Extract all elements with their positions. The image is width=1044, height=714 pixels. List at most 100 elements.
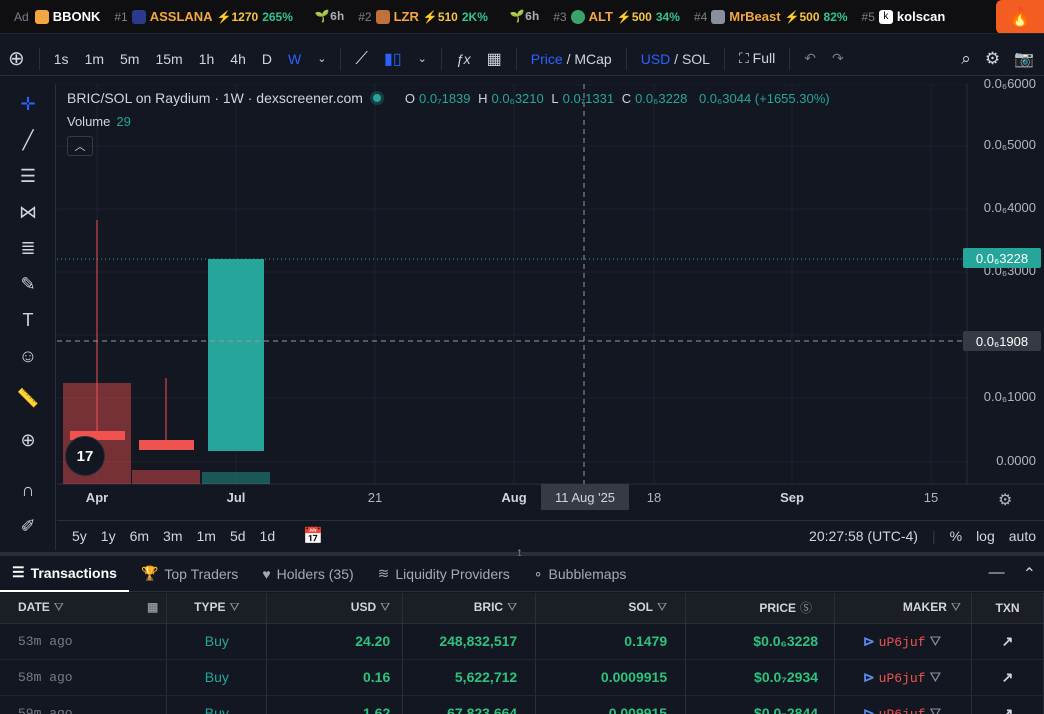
quick-search-icon[interactable]: ⌕ — [961, 48, 971, 68]
tab-bubblemaps[interactable]: ∘ Bubblemaps — [522, 556, 639, 592]
fire-icon[interactable]: 🔥 — [996, 0, 1044, 33]
date-header[interactable]: DATE ⛛ ▦ — [0, 593, 168, 624]
tab-liquidity-providers[interactable]: ≋ Liquidity Providers — [366, 556, 522, 592]
ad-token[interactable]: BBONK — [34, 9, 100, 24]
maker-address[interactable]: uP6juf — [878, 634, 926, 650]
gear-icon[interactable]: ⚙ — [984, 48, 1001, 68]
interval-1h[interactable]: 1h — [198, 50, 215, 67]
horizontal-lines-icon[interactable]: ☰ — [19, 165, 37, 186]
collapse-legend-button[interactable]: ︿ — [67, 136, 93, 156]
interval-1s[interactable]: 1s — [53, 50, 69, 67]
price-cell: $0.0₇2934 — [685, 659, 836, 696]
trendline-icon[interactable]: ╱ — [22, 129, 34, 150]
bric-header[interactable]: BRIC ⛛ — [402, 593, 537, 624]
percent-toggle[interactable]: % — [949, 527, 963, 544]
fib-icon[interactable]: ≣ — [20, 237, 36, 258]
x-axis[interactable]: Apr Jul 21 Aug 18 Sep 15 11 Aug '25 — [57, 484, 967, 516]
fullscreen-button[interactable]: ⛶ Full — [738, 50, 776, 66]
external-link-icon[interactable]: ↗ — [971, 659, 1044, 696]
table-row[interactable]: 59m ago Buy 1.62 67,823,664 0.009915 $0.… — [0, 695, 1044, 714]
table-row[interactable]: 58m ago Buy 0.16 5,622,712 0.0009915 $0.… — [0, 659, 1044, 696]
maker-address[interactable]: uP6juf — [878, 670, 926, 686]
external-link-icon[interactable]: ↗ — [971, 695, 1044, 714]
layout-grid-icon[interactable]: ▦ — [486, 50, 502, 68]
crosshair-icon[interactable]: ✛ — [20, 93, 36, 114]
price-chart[interactable]: BRIC/SOL on Raydium · 1W · dexscreener.c… — [57, 76, 1044, 516]
interval-d[interactable]: D — [261, 50, 272, 67]
external-link-icon[interactable]: ↗ — [971, 623, 1044, 660]
ticker-item[interactable]: #2 LZR ⚡510 2K% 🌱6h — [358, 9, 539, 24]
range-1y[interactable]: 1y — [100, 527, 116, 544]
chevron-down-icon[interactable]: ⌄ — [317, 53, 327, 65]
auto-toggle[interactable]: auto — [1008, 527, 1036, 544]
undo-icon[interactable]: ↶ — [804, 50, 816, 66]
tradingview-logo[interactable]: 17 — [65, 436, 105, 476]
boost: ⚡510 — [422, 9, 458, 24]
tab-label: Liquidity Providers — [395, 565, 510, 582]
clock-time[interactable]: 20:27:58 (UTC-4) — [809, 527, 918, 544]
type-header[interactable]: TYPE ⛛ — [166, 593, 268, 624]
tab-transactions[interactable]: ☰ Transactions — [0, 556, 129, 592]
price-mcap-toggle[interactable]: Price / MCap — [530, 50, 612, 67]
rank: #4 — [693, 9, 708, 24]
calendar-icon[interactable]: 📅 — [303, 527, 324, 545]
ticker-item[interactable]: #1 ASSLANA ⚡1270 265% 🌱6h — [114, 9, 344, 24]
filter-icon[interactable]: ⛛ — [929, 668, 942, 685]
filter-icon[interactable]: ⛛ — [929, 704, 942, 714]
ticker-item[interactable]: #3 ALT ⚡500 34% — [553, 9, 680, 24]
maker-header[interactable]: MAKER ⛛ — [834, 593, 972, 624]
smiley-icon[interactable]: ☺ — [18, 345, 38, 366]
text-icon[interactable]: T — [22, 309, 34, 330]
log-toggle[interactable]: log — [976, 527, 995, 544]
y-tick: 0.0₆6000 — [983, 76, 1036, 91]
range-3m[interactable]: 3m — [163, 527, 183, 544]
brush-icon[interactable]: ✎ — [20, 273, 36, 294]
add-symbol-icon[interactable]: ⊕ — [8, 48, 25, 70]
maker-cell[interactable]: ⊳ uP6juf ⛛ — [834, 695, 972, 714]
volume-bar — [202, 472, 270, 484]
line-chart-icon[interactable]: ⟋ — [355, 48, 369, 68]
pattern-icon[interactable]: ⋈ — [19, 201, 37, 222]
resize-handle-icon[interactable]: ↕ — [516, 544, 523, 560]
interval-5m[interactable]: 5m — [120, 50, 140, 67]
minimize-icon[interactable]: — — [988, 563, 1005, 581]
camera-icon[interactable]: 📷 — [1014, 50, 1034, 68]
chevron-down-icon[interactable]: ⌄ — [417, 53, 427, 65]
range-5y[interactable]: 5y — [72, 527, 87, 544]
price-cell: $0.0₇2844 — [685, 695, 836, 714]
tab-holders[interactable]: ♥ Holders (35) — [250, 556, 365, 592]
range-6m[interactable]: 6m — [129, 527, 150, 544]
indicators-icon[interactable]: ƒx — [455, 50, 471, 67]
interval-15m[interactable]: 15m — [155, 50, 183, 67]
candles-icon[interactable]: ▮▯ — [384, 50, 402, 68]
range-1m[interactable]: 1m — [196, 527, 216, 544]
interval-w[interactable]: W — [287, 50, 302, 67]
maker-cell[interactable]: ⊳ uP6juf ⛛ — [834, 623, 972, 660]
boost: ⚡500 — [784, 9, 820, 24]
filter-icon[interactable]: ⛛ — [929, 632, 942, 649]
interval-4h[interactable]: 4h — [230, 50, 246, 67]
sol-header[interactable]: SOL ⛛ — [535, 593, 687, 624]
table-row[interactable]: 53m ago Buy 24.20 248,832,517 0.1479 $0.… — [0, 623, 1044, 660]
redo-icon[interactable]: ↷ — [831, 50, 844, 66]
lock-drawing-icon[interactable]: ✐ — [20, 515, 36, 536]
zoom-icon[interactable]: ⊕ — [20, 429, 36, 450]
range-1d[interactable]: 1d — [259, 527, 276, 544]
symbol: LZR — [393, 9, 419, 24]
maker-cell[interactable]: ⊳ uP6juf ⛛ — [834, 659, 972, 696]
gear-icon[interactable]: ⚙ — [998, 492, 1013, 509]
expand-up-icon[interactable]: ⌃ — [1022, 565, 1036, 583]
ticker-item[interactable]: #5 k kolscan — [862, 9, 946, 24]
panel-splitter[interactable] — [0, 552, 1044, 556]
usd-header[interactable]: USD ⛛ — [266, 593, 404, 624]
divider — [38, 47, 40, 70]
usd-sol-toggle[interactable]: USD / SOL — [640, 50, 710, 67]
ticker-item[interactable]: #4 MrBeast ⚡500 82% — [694, 9, 848, 24]
maker-address[interactable]: uP6juf — [878, 706, 926, 714]
range-5d[interactable]: 5d — [229, 527, 246, 544]
ruler-icon[interactable]: 📏 — [16, 387, 40, 408]
interval-1m[interactable]: 1m — [84, 50, 105, 67]
tab-top-traders[interactable]: 🏆 Top Traders — [129, 556, 250, 592]
price-header[interactable]: PRICE Ⓢ — [685, 593, 836, 624]
magnet-icon[interactable]: ∩ — [21, 479, 35, 500]
